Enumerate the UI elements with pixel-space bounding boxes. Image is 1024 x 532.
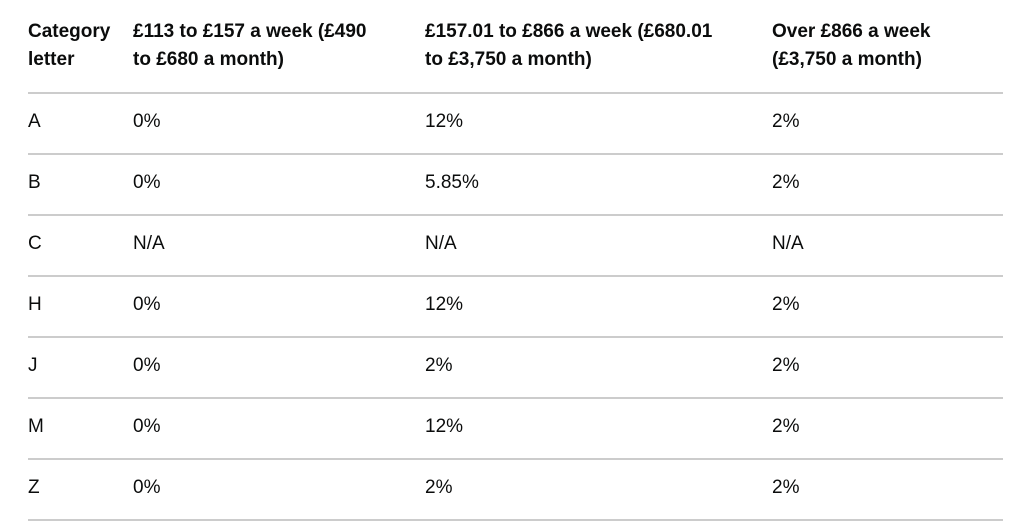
rate-cell: 5.85% <box>425 155 772 216</box>
table-row: C N/A N/A N/A <box>28 216 1003 277</box>
rate-cell: 2% <box>772 155 1003 216</box>
rate-cell: 0% <box>133 460 425 521</box>
table-row: B 0% 5.85% 2% <box>28 155 1003 216</box>
rate-cell: 2% <box>772 460 1003 521</box>
rate-cell: 0% <box>133 338 425 399</box>
rate-cell: 12% <box>425 399 772 460</box>
category-cell: B <box>28 155 133 216</box>
category-cell: Z <box>28 460 133 521</box>
rate-cell: 12% <box>425 94 772 155</box>
rate-cell: 0% <box>133 277 425 338</box>
rate-cell: 2% <box>425 460 772 521</box>
rate-cell: 2% <box>425 338 772 399</box>
rate-cell: 2% <box>772 399 1003 460</box>
category-cell: C <box>28 216 133 277</box>
rate-cell: 0% <box>133 399 425 460</box>
column-header-weekly-band-3: Over £866 a week (£3,750 a month) <box>772 0 1003 94</box>
table-row: H 0% 12% 2% <box>28 277 1003 338</box>
column-header-category-letter: Category letter <box>28 0 133 94</box>
rate-cell: 2% <box>772 277 1003 338</box>
rate-cell: 12% <box>425 277 772 338</box>
table-row: M 0% 12% 2% <box>28 399 1003 460</box>
rate-cell: 0% <box>133 94 425 155</box>
category-cell: H <box>28 277 133 338</box>
rate-cell: N/A <box>133 216 425 277</box>
category-cell: M <box>28 399 133 460</box>
rate-cell: N/A <box>772 216 1003 277</box>
column-header-weekly-band-1: £113 to £157 a week (£490 to £680 a mont… <box>133 0 425 94</box>
contribution-rates-table: Category letter £113 to £157 a week (£49… <box>28 0 1003 521</box>
table-row: J 0% 2% 2% <box>28 338 1003 399</box>
rate-cell: 0% <box>133 155 425 216</box>
column-header-weekly-band-2: £157.01 to £866 a week (£680.01 to £3,75… <box>425 0 772 94</box>
rate-cell: 2% <box>772 94 1003 155</box>
table-row: A 0% 12% 2% <box>28 94 1003 155</box>
rate-cell: N/A <box>425 216 772 277</box>
category-cell: A <box>28 94 133 155</box>
category-cell: J <box>28 338 133 399</box>
table-header-row: Category letter £113 to £157 a week (£49… <box>28 0 1003 94</box>
table-row: Z 0% 2% 2% <box>28 460 1003 521</box>
rate-cell: 2% <box>772 338 1003 399</box>
